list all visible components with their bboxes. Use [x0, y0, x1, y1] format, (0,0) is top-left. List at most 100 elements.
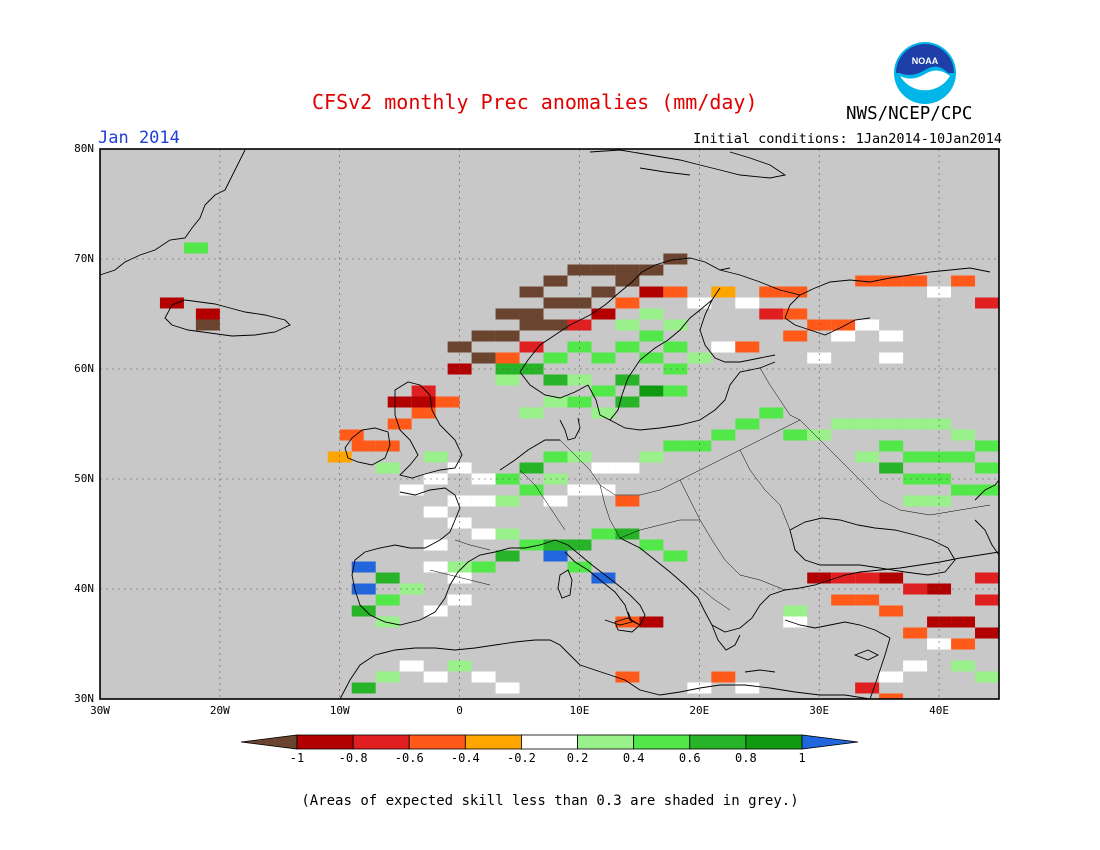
anomaly-cell [375, 462, 400, 474]
anomaly-cell [471, 528, 496, 540]
anomaly-cell [615, 341, 640, 353]
anomaly-cell [951, 616, 976, 628]
anomaly-cell [855, 275, 880, 287]
anomaly-cell [903, 627, 928, 639]
anomaly-cell [591, 572, 616, 584]
anomaly-cell [519, 363, 544, 375]
anomaly-cell [411, 385, 436, 397]
colorbar-swatch [296, 734, 354, 750]
colorbar-arrow-low [240, 734, 298, 750]
anomaly-cell [351, 682, 376, 694]
anomaly-cell [423, 473, 448, 485]
anomaly-cell [471, 352, 496, 364]
anomaly-cell [735, 418, 760, 430]
anomaly-cell [543, 275, 568, 287]
anomaly-cell [495, 528, 520, 540]
anomaly-cell [951, 484, 976, 496]
anomaly-cell [807, 429, 832, 441]
anomaly-cell [975, 594, 999, 606]
colorbar-swatch [464, 734, 522, 750]
anomaly-cell [543, 374, 568, 386]
anomaly-cell [495, 495, 520, 507]
lat-tick-label: 70N [74, 252, 94, 265]
anomaly-cell [759, 286, 784, 298]
anomaly-cell [471, 671, 496, 683]
anomaly-cell [927, 418, 952, 430]
anomaly-cell [615, 264, 640, 276]
anomaly-cell [567, 297, 592, 309]
anomaly-cell [495, 374, 520, 386]
colorbar-tick-label: 0.8 [735, 751, 757, 765]
anomaly-cell [183, 242, 208, 254]
anomaly-cell [471, 473, 496, 485]
colorbar-tick-label: -0.6 [394, 751, 424, 765]
anomaly-cell [855, 572, 880, 584]
anomaly-cell [615, 495, 640, 507]
country-borders [429, 367, 991, 611]
anomaly-cell [711, 429, 736, 441]
colorbar-tick-label: 1 [798, 751, 806, 765]
anomaly-cell [591, 308, 616, 320]
anomaly-cell [903, 583, 928, 595]
anomaly-cell [975, 572, 999, 584]
anomaly-cell [951, 660, 976, 672]
map-frame [99, 148, 1000, 700]
footnote: (Areas of expected skill less than 0.3 a… [301, 793, 799, 809]
colorbar-tick-label: -0.8 [338, 751, 368, 765]
anomaly-cell [927, 286, 952, 298]
anomaly-cell [447, 561, 472, 573]
anomaly-cell [375, 616, 400, 628]
agency-label: NWS/NCEP/CPC [846, 104, 973, 124]
anomaly-cell [495, 363, 520, 375]
anomaly-cell [351, 561, 376, 573]
noaa-logo: NOAA [894, 42, 956, 104]
lon-tick-label: 20W [209, 704, 230, 717]
anomaly-cell [351, 583, 376, 595]
anomaly-cell [903, 418, 928, 430]
colorbar-tick-label: -1 [289, 751, 305, 765]
lat-tick-label: 60N [74, 362, 94, 375]
lat-tick-label: 40N [74, 582, 94, 595]
anomaly-cell [423, 506, 448, 518]
anomaly-cell [591, 462, 616, 474]
anomaly-cell [663, 385, 688, 397]
anomaly-cell [783, 286, 808, 298]
anomaly-cell [615, 671, 640, 683]
graticule [100, 149, 999, 699]
anomaly-cell [339, 429, 364, 441]
anomaly-cell [471, 330, 496, 342]
colorbar-swatch [521, 734, 578, 750]
anomaly-cell [411, 407, 436, 419]
colorbar-swatch [577, 734, 635, 750]
anomaly-cell [975, 462, 999, 474]
anomaly-cell [471, 561, 496, 573]
colorbar-swatch [633, 734, 691, 750]
anomaly-cell [855, 418, 880, 430]
anomaly-cell [783, 330, 808, 342]
anomaly-cell [855, 451, 880, 463]
anomaly-cell [831, 594, 856, 606]
anomaly-cell [423, 561, 448, 573]
anomaly-cell [195, 308, 220, 320]
anomaly-cell [639, 330, 664, 342]
anomaly-cell [783, 308, 808, 320]
lon-tick-label: 30E [809, 704, 830, 717]
anomaly-cell [423, 671, 448, 683]
anomaly-cell [543, 539, 568, 551]
anomaly-cell [783, 429, 808, 441]
anomaly-cell [663, 253, 688, 265]
colorbar-swatch [408, 734, 466, 750]
anomaly-cell [519, 308, 544, 320]
anomaly-cell [855, 594, 880, 606]
anomaly-cell [783, 605, 808, 617]
anomaly-cell [927, 638, 952, 650]
anomaly-cell [759, 308, 784, 320]
anomaly-cell [375, 671, 400, 683]
lat-tick-label: 30N [74, 692, 94, 705]
anomaly-cell [639, 385, 664, 397]
anomaly-cell [519, 462, 544, 474]
anomaly-cell [399, 660, 424, 672]
colorbar-swatch [689, 734, 747, 750]
lon-tick-label: 30W [90, 704, 110, 717]
anomaly-cell [495, 473, 520, 485]
